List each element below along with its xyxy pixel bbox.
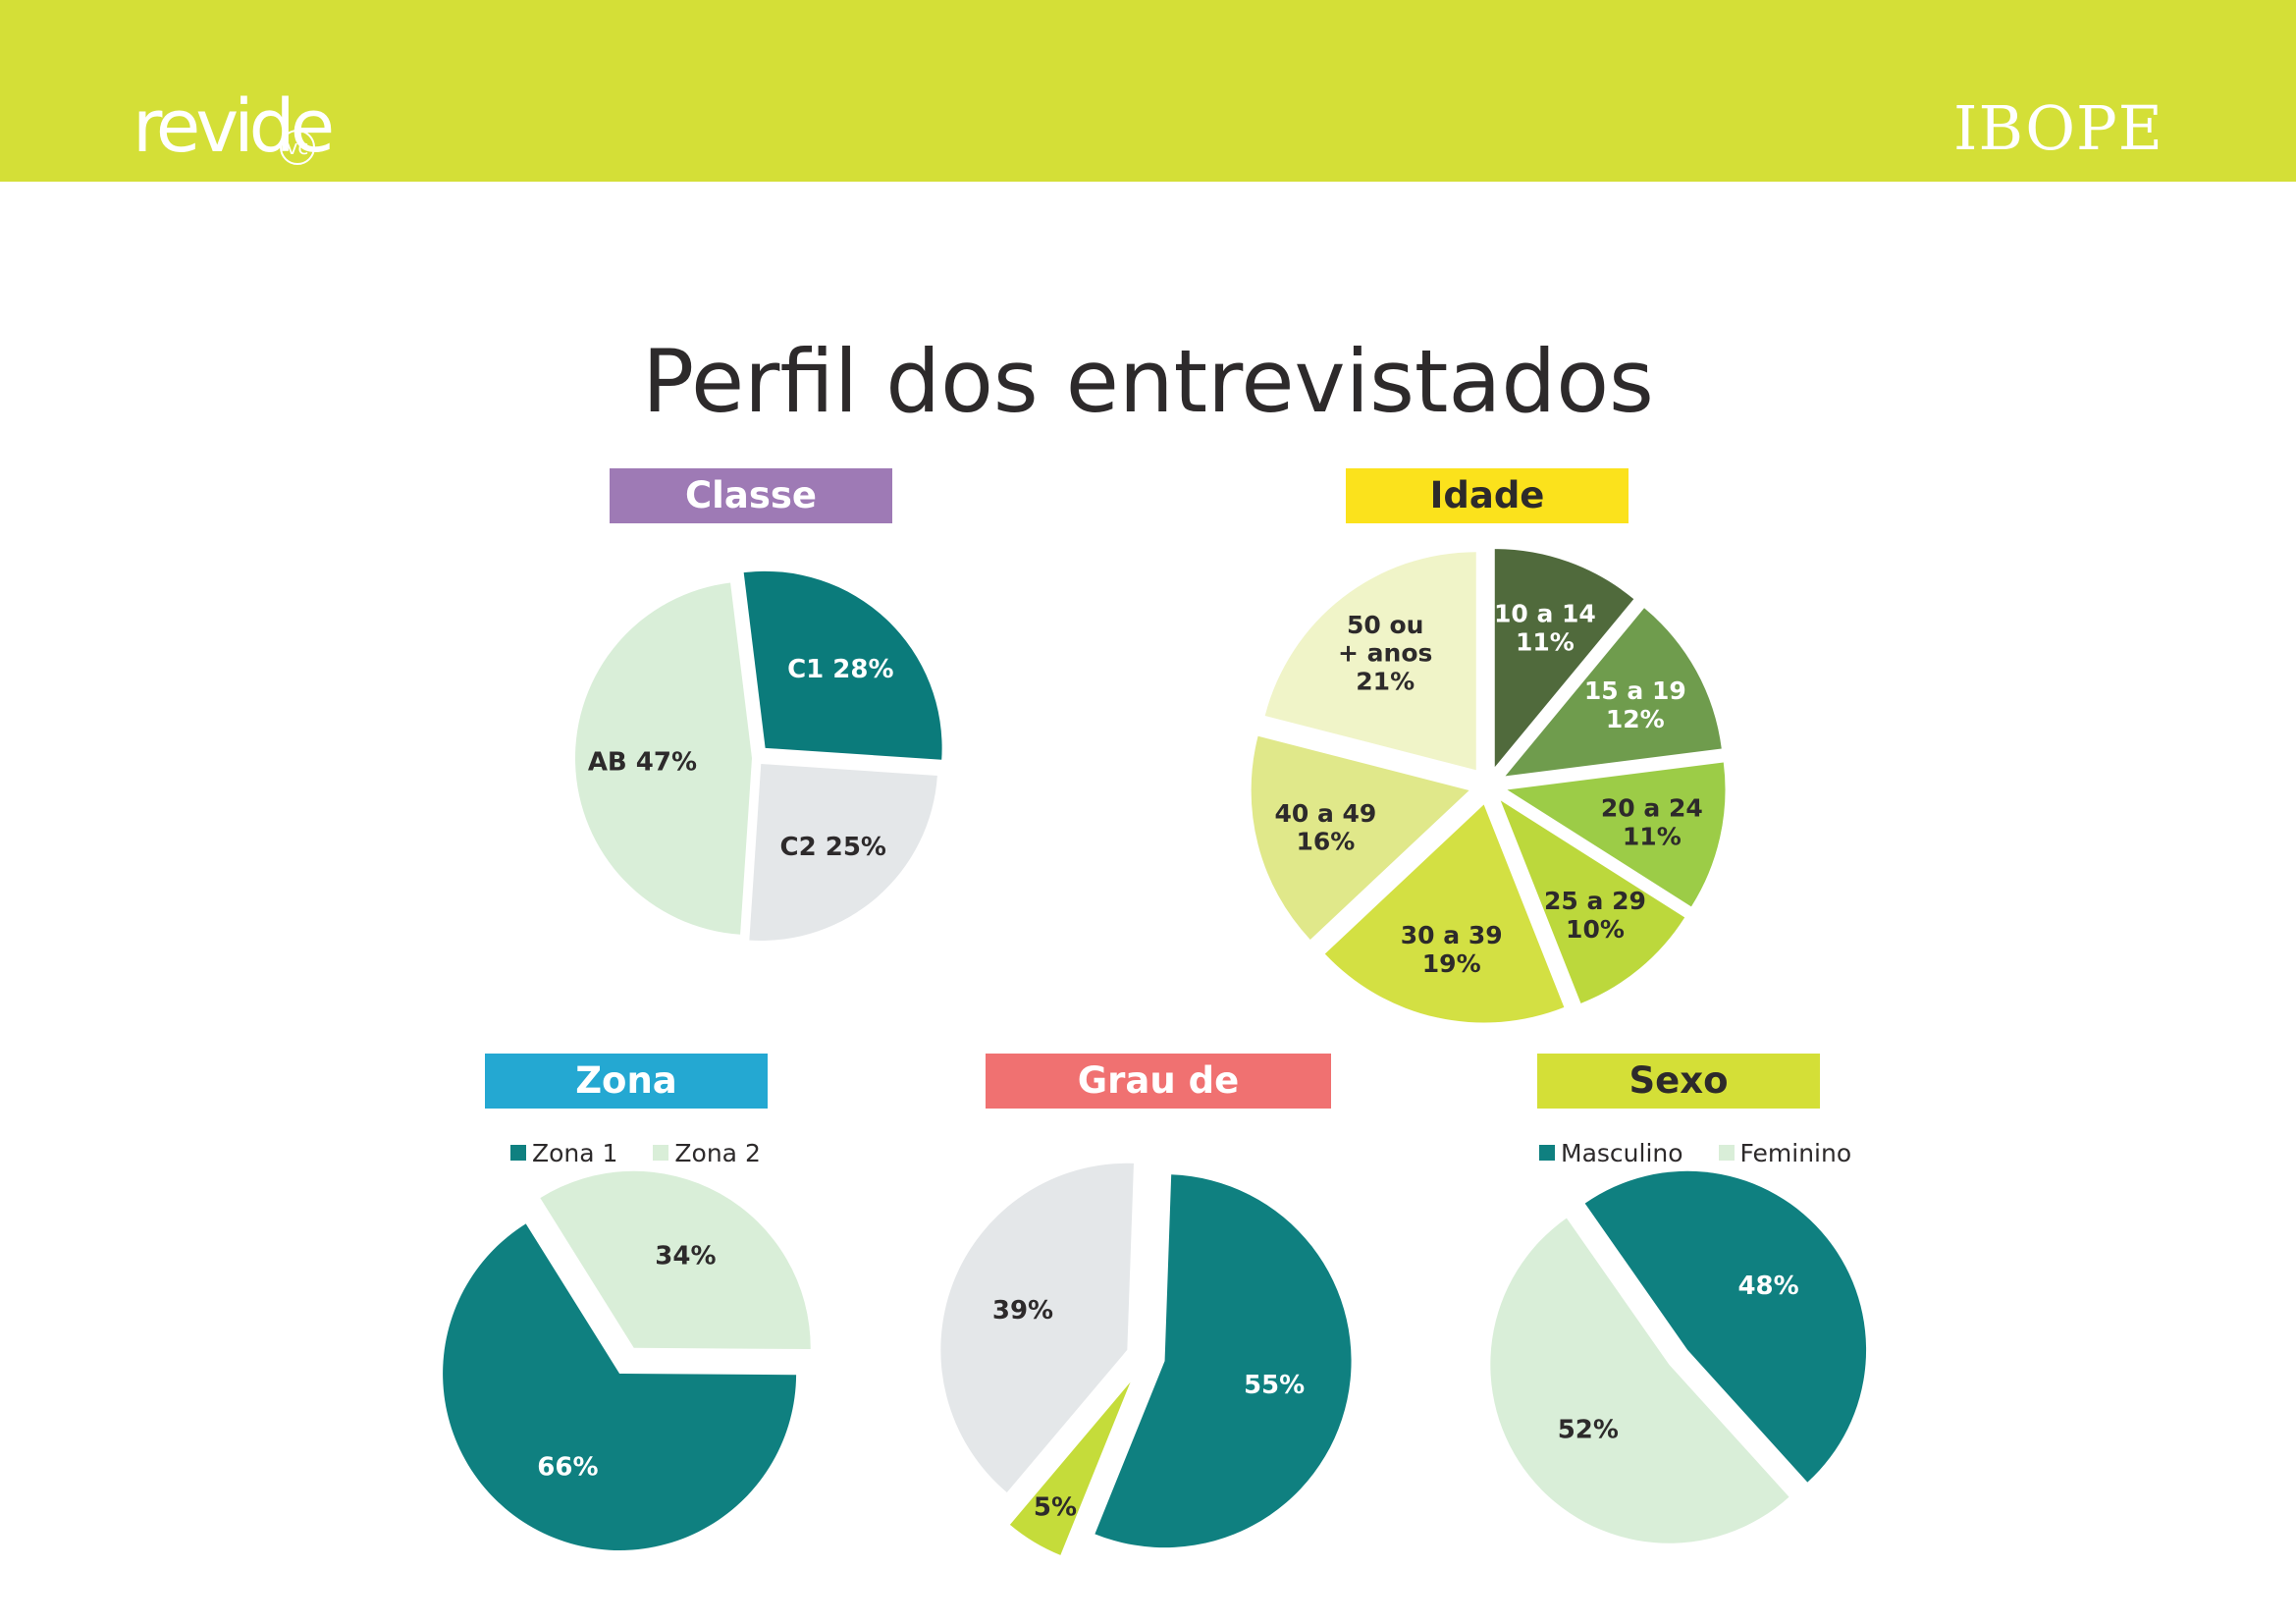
- pie-slice: [940, 1163, 1134, 1492]
- pie-chart-0: C1 28% C2 25% AB 47%: [575, 570, 942, 942]
- pie-slice: [1490, 1218, 1789, 1543]
- slice-data-label: 48%: [1737, 1272, 1798, 1301]
- slice-data-label: 39%: [992, 1296, 1053, 1326]
- idade-label: Idade: [1346, 468, 1629, 523]
- pie-chart-1: 10 a 14 11% 15 a 19 12% 20 a 24 11% 25 a 29 10%…: [1251, 549, 1726, 1023]
- grau-de-instrucao-label: Grau de Instrução: [986, 1054, 1331, 1157]
- slice-data-label: 15 a 19 12%: [1584, 677, 1686, 733]
- pie-slice: [1251, 735, 1469, 940]
- zona-label: Zona: [485, 1054, 768, 1109]
- pie-slice: [1095, 1174, 1352, 1548]
- legend-swatch: [1718, 1145, 1735, 1161]
- pie-slice: [1494, 549, 1634, 768]
- legend-item-masculino: Masculino: [1539, 1139, 1683, 1167]
- pie-chart-4: 48% 52%: [1490, 1170, 1867, 1543]
- pie-slice: [1324, 804, 1565, 1023]
- legend-swatch: [1539, 1145, 1555, 1161]
- pie-slice: [1507, 762, 1726, 907]
- pie-chart-2: 34% 66%: [443, 1170, 811, 1550]
- revide-logo: revide vc: [133, 90, 335, 165]
- pie-slice: [1264, 552, 1476, 771]
- slice-data-label: 40 a 49 16%: [1274, 799, 1376, 856]
- legend-label: Zona 2: [674, 1139, 761, 1167]
- pie-chart-3: 55% 5% 39%: [940, 1163, 1352, 1555]
- pie-slice: [575, 582, 753, 935]
- slice-data-label: 10 a 14 11%: [1494, 600, 1596, 657]
- slice-data-label: 50 ou + anos 21%: [1338, 611, 1432, 696]
- sexo-legend: Masculino Feminino: [1539, 1139, 1879, 1167]
- legend-label: Masculino: [1561, 1139, 1683, 1167]
- slice-data-label: 52%: [1558, 1416, 1619, 1445]
- pie-slice: [1584, 1170, 1867, 1483]
- legend-swatch: [510, 1145, 526, 1161]
- pie-slice: [1505, 608, 1722, 777]
- slice-data-label: C2 25%: [780, 833, 886, 862]
- pie-slice: [743, 570, 942, 760]
- slice-data-label: AB 47%: [588, 747, 697, 777]
- pie-slice: [540, 1170, 811, 1350]
- slice-data-label: 25 a 29 10%: [1544, 887, 1646, 944]
- sexo-label: Sexo: [1537, 1054, 1820, 1109]
- pie-slice: [1009, 1381, 1131, 1555]
- slice-data-label: 34%: [655, 1242, 716, 1272]
- classe-label: Classe: [610, 468, 892, 523]
- page-title: Perfil dos entrevistados: [642, 331, 1654, 432]
- slice-data-label: 30 a 39 19%: [1401, 921, 1503, 978]
- pie-slice: [1500, 800, 1685, 1003]
- ibope-logo: IBOPE: [1952, 92, 2163, 164]
- legend-item-zona-1: Zona 1: [510, 1139, 617, 1167]
- legend-swatch: [653, 1145, 669, 1161]
- slice-data-label: C1 28%: [787, 655, 893, 684]
- header-bar: [0, 0, 2296, 182]
- legend-item-zona-2: Zona 2: [653, 1139, 761, 1167]
- legend-label: Feminino: [1739, 1139, 1852, 1167]
- revide-logo-badge: vc: [280, 130, 315, 165]
- pie-slice: [749, 764, 937, 942]
- slice-data-label: 20 a 24 11%: [1601, 794, 1703, 851]
- legend-item-feminino: Feminino: [1718, 1139, 1852, 1167]
- slice-data-label: 55%: [1244, 1371, 1305, 1400]
- slice-data-label: 66%: [537, 1452, 598, 1482]
- legend-label: Zona 1: [532, 1139, 618, 1167]
- pie-slice: [443, 1223, 797, 1550]
- slice-data-label: 5%: [1034, 1493, 1077, 1523]
- zona-legend: Zona 1 Zona 2: [510, 1139, 788, 1167]
